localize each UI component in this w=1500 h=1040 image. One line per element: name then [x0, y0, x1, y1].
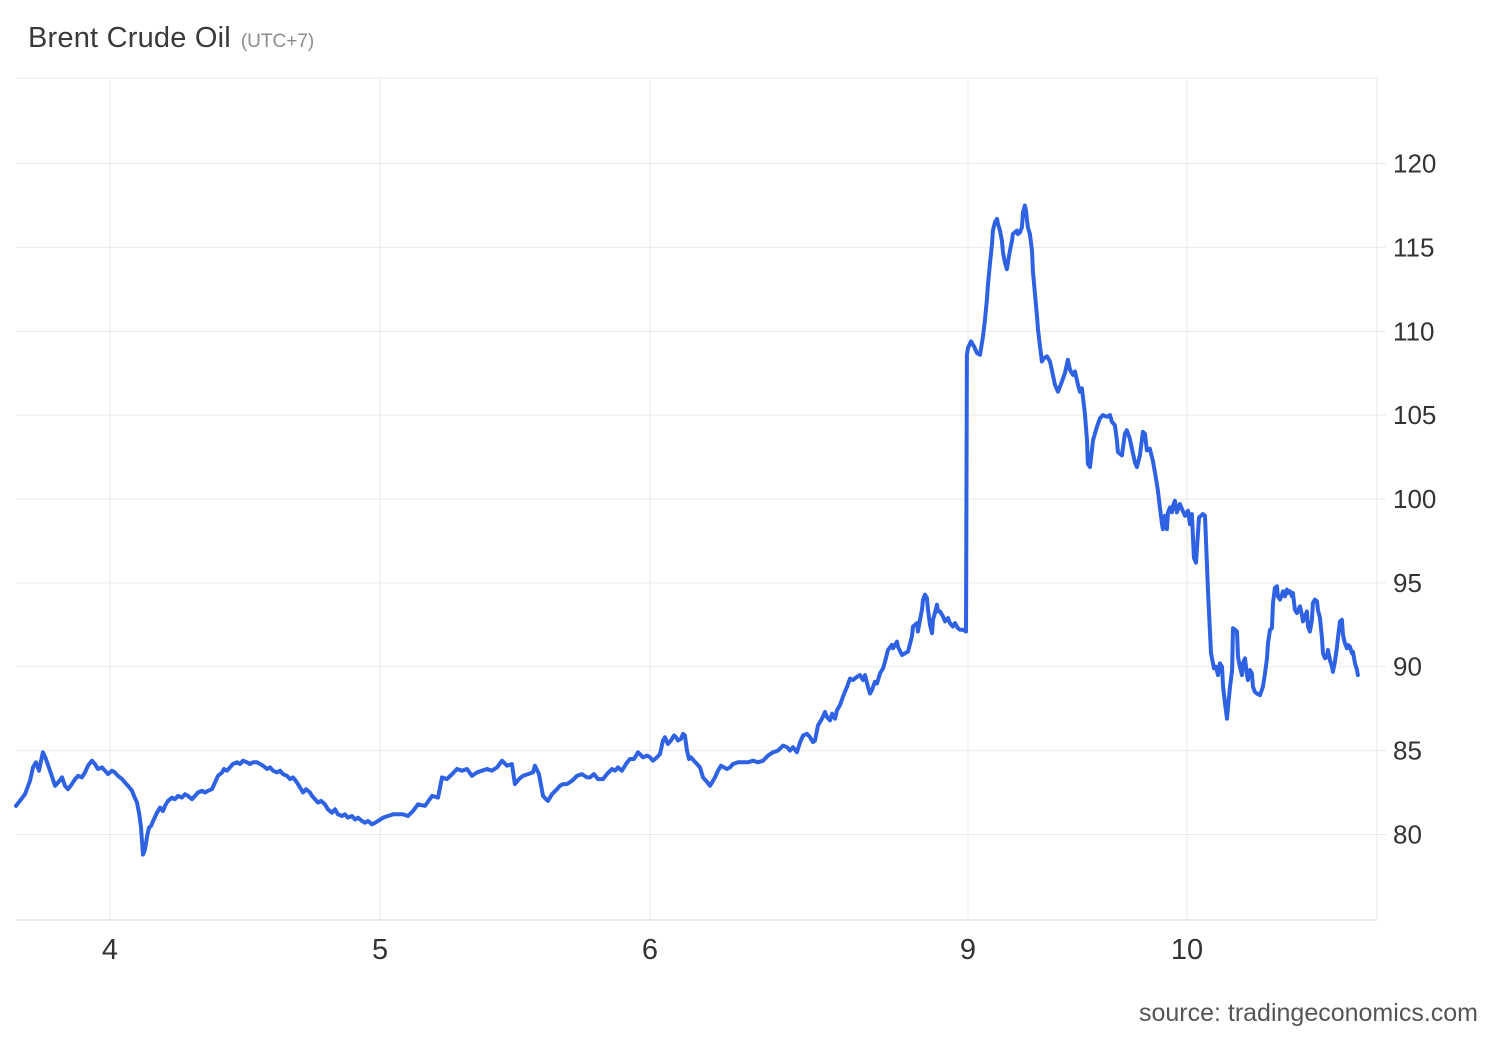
y-axis-label: 95 — [1393, 568, 1422, 598]
x-axis-label: 5 — [372, 934, 388, 966]
y-axis-label: 80 — [1393, 820, 1422, 850]
y-axis-label: 90 — [1393, 652, 1422, 682]
y-axis-label: 100 — [1393, 484, 1436, 514]
price-line[interactable] — [14, 203, 1360, 857]
y-axis-label: 120 — [1393, 149, 1436, 179]
x-axis-label: 10 — [1171, 934, 1203, 966]
timezone-label: (UTC+7) — [240, 31, 315, 52]
chart-title: Brent Crude Oil — [28, 22, 231, 54]
source-credit[interactable]: source: tradingeconomics.com — [1138, 999, 1478, 1027]
y-axis-label: 110 — [1393, 316, 1434, 346]
y-axis-label: 85 — [1393, 736, 1422, 766]
x-axis-label: 9 — [960, 934, 976, 966]
chart-header: Brent Crude Oil (UTC+7) — [28, 22, 314, 55]
x-axis-label: 4 — [102, 934, 118, 966]
y-axis-label: 105 — [1393, 400, 1436, 430]
x-axis-label: 6 — [642, 934, 658, 966]
plot-area[interactable] — [16, 78, 1377, 920]
y-axis-label: 115 — [1393, 232, 1434, 262]
